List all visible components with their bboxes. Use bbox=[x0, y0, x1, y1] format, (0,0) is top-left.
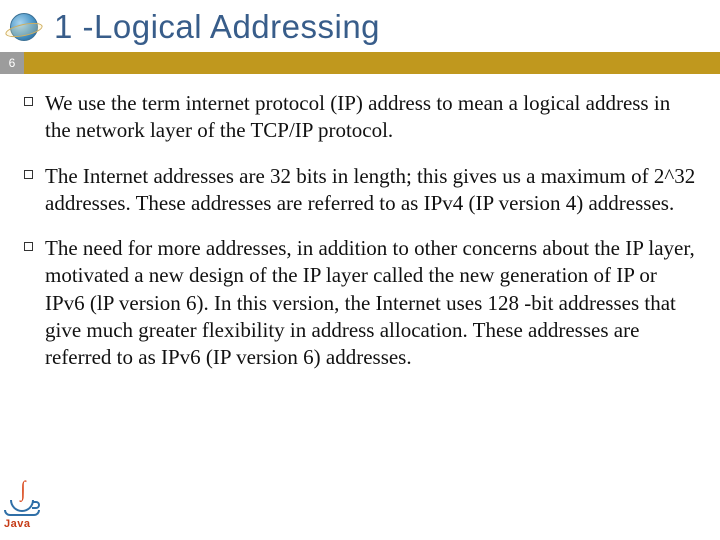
title-row: 1 -Logical Addressing bbox=[0, 0, 720, 52]
java-logo-icon: ∫ Java bbox=[4, 476, 48, 532]
bullet-icon bbox=[24, 97, 33, 106]
bullet-text: The Internet addresses are 32 bits in le… bbox=[45, 163, 700, 218]
list-item: We use the term internet protocol (IP) a… bbox=[24, 90, 700, 145]
accent-band: 6 bbox=[0, 52, 720, 74]
java-word: Java bbox=[4, 518, 30, 530]
globe-icon bbox=[8, 12, 50, 42]
slide-number: 6 bbox=[0, 52, 24, 74]
bullet-text: We use the term internet protocol (IP) a… bbox=[45, 90, 700, 145]
slide-title: 1 -Logical Addressing bbox=[54, 8, 380, 46]
slide-body: We use the term internet protocol (IP) a… bbox=[0, 74, 720, 372]
bullet-text: The need for more addresses, in addition… bbox=[45, 235, 700, 371]
slide: 1 -Logical Addressing 6 We use the term … bbox=[0, 0, 720, 540]
list-item: The need for more addresses, in addition… bbox=[24, 235, 700, 371]
bullet-icon bbox=[24, 242, 33, 251]
cup-handle-icon bbox=[32, 501, 40, 509]
list-item: The Internet addresses are 32 bits in le… bbox=[24, 163, 700, 218]
steam-icon: ∫ bbox=[20, 476, 25, 502]
bullet-icon bbox=[24, 170, 33, 179]
saucer-icon bbox=[4, 510, 40, 516]
